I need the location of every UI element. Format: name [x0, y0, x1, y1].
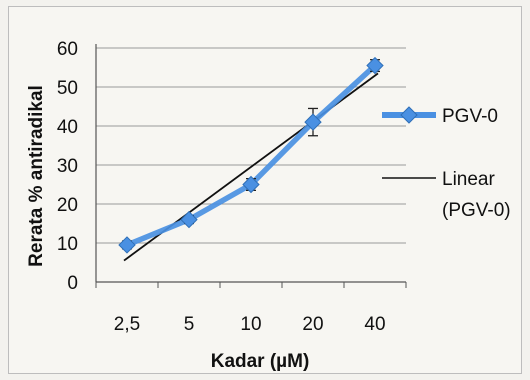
data-point-5: [180, 210, 198, 229]
x-tick-label-10: 10: [240, 314, 261, 335]
data-point-40: [366, 56, 384, 75]
series-line-PGV-0: [124, 62, 378, 248]
y-tick-label-20: 20: [57, 195, 78, 216]
y-tick-label-10: 10: [57, 234, 78, 255]
axes: [95, 44, 407, 288]
data-point-2,5: [118, 236, 136, 254]
legend: PGV-0 Linear (PGV-0): [382, 106, 511, 221]
y-tick-label-0: 0: [67, 273, 78, 294]
data-point-10: [242, 175, 260, 194]
y-tick-label-50: 50: [57, 78, 78, 99]
y-tick-label-30: 30: [57, 156, 78, 177]
legend-series-marker: [400, 106, 418, 124]
series-layer: [118, 56, 384, 254]
x-tick-label-2,5: 2,5: [114, 314, 140, 335]
y-tick-label-40: 40: [57, 117, 78, 138]
x-tick-label-40: 40: [364, 314, 385, 335]
data-point-20: [304, 113, 322, 131]
x-axis-title: Kadar (µM): [211, 351, 310, 372]
legend-trendline-label-1: Linear: [442, 169, 495, 190]
x-tick-label-5: 5: [184, 314, 195, 335]
chart-frame: [8, 6, 522, 374]
legend-trendline-label-2: (PGV-0): [442, 200, 511, 221]
y-tick-label-60: 60: [57, 39, 78, 60]
x-tick-label-20: 20: [302, 314, 323, 335]
tick-labels: 0 10 20 30 40 50 60 2,5 5 10 20 40: [57, 39, 386, 335]
legend-series-label: PGV-0: [442, 106, 498, 127]
y-axis-title: Rerata % antiradikal: [26, 85, 47, 267]
